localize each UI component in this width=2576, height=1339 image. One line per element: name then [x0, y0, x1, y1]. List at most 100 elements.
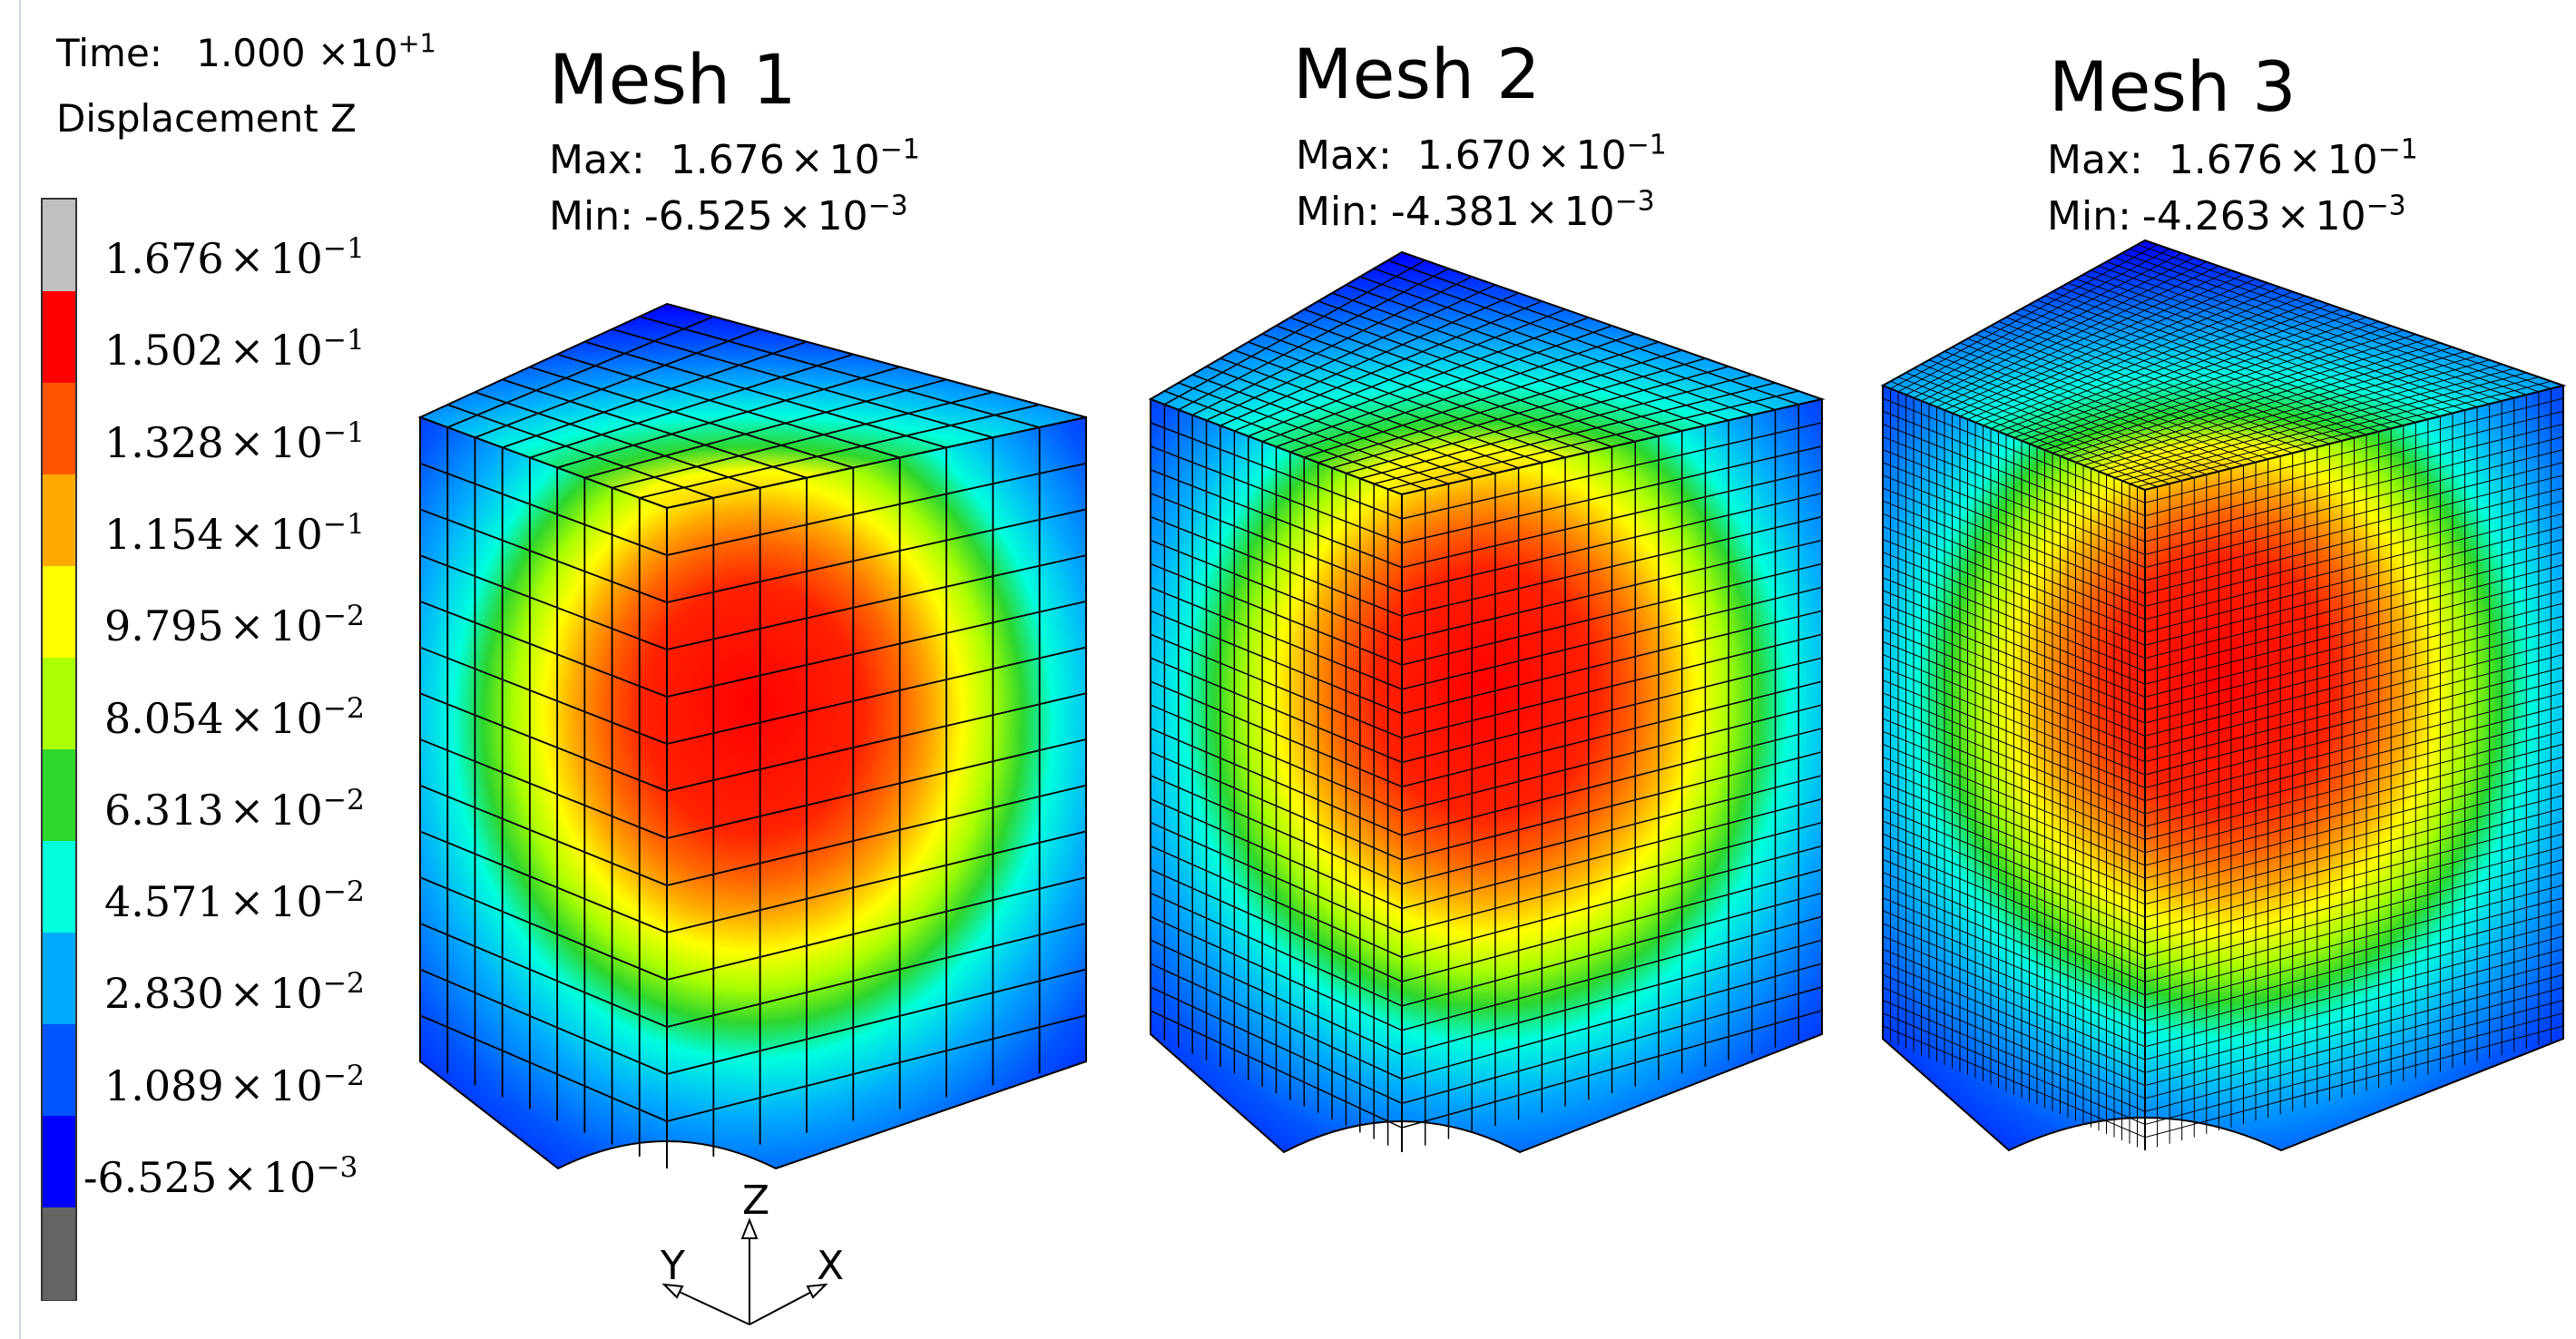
legend-base: 10: [269, 1060, 323, 1110]
legend-color-bar: [41, 198, 77, 1301]
legend-exponent: −2: [322, 783, 365, 816]
mesh-max-value: Max: 1.676 × 10−1: [2047, 136, 2418, 181]
legend-exponent: −1: [322, 507, 365, 541]
legend-swatch: [43, 566, 75, 659]
min-exponent: −3: [2365, 190, 2406, 222]
legend-mantissa: 1.502: [104, 326, 224, 376]
max-mantissa: 1.670: [1416, 132, 1532, 179]
min-exponent: −3: [867, 190, 908, 222]
legend-value: 1.328 × 10−1: [104, 418, 365, 464]
legend-swatch: [43, 841, 75, 933]
legend-exponent: −1: [322, 324, 365, 357]
legend-swatch: [43, 1207, 75, 1300]
mesh-front-faces: [419, 415, 1087, 1170]
legend-swatch: [43, 1024, 75, 1117]
z-axis-label: Z: [742, 1178, 769, 1224]
mesh-title: Mesh 1: [549, 39, 797, 120]
mesh-title: Mesh 2: [1293, 34, 1541, 114]
times-symbol: ×: [1524, 189, 1559, 235]
legend-exponent: −2: [322, 1059, 365, 1092]
max-label: Max:: [549, 137, 645, 183]
legend-mantissa: 4.571: [104, 877, 224, 927]
legend-mantissa: 6.313: [104, 785, 224, 835]
legend-base: 10: [269, 509, 323, 559]
legend-base: 10: [269, 877, 323, 927]
min-base: 10: [817, 193, 868, 239]
legend-value: 4.571 × 10−2: [104, 877, 365, 923]
variable-label: Displacement Z: [56, 96, 357, 141]
legend-exponent: −2: [322, 599, 365, 632]
min-mantissa: -4.381: [1390, 189, 1520, 235]
axis-triad: Z Y X: [660, 1178, 844, 1325]
times-symbol: ×: [229, 509, 265, 559]
z-axis-arrow: [740, 1217, 759, 1239]
legend-swatch: [43, 474, 75, 567]
times-symbol: ×: [778, 193, 812, 239]
mesh-model: [1880, 239, 2567, 1152]
x-axis-arrow: [806, 1283, 828, 1299]
legend-mantissa: 8.054: [104, 693, 224, 743]
legend-exponent: −3: [316, 1150, 358, 1184]
times-symbol: ×: [317, 31, 350, 75]
max-mantissa: 1.676: [670, 137, 785, 183]
mesh-min-value: Min: -6.525 × 10−3: [549, 192, 908, 237]
legend-base: 10: [269, 785, 323, 835]
mesh-min-value: Min: -4.381 × 10−3: [1296, 188, 1655, 235]
legend-base: 10: [269, 326, 323, 376]
legend-value: -6.525 × 10−3: [83, 1153, 358, 1198]
max-base: 10: [2326, 137, 2378, 183]
min-exponent: −3: [1614, 185, 1655, 218]
times-symbol: ×: [229, 693, 265, 743]
min-label: Min:: [1296, 189, 1380, 235]
min-mantissa: -4.263: [2141, 193, 2271, 239]
legend-base: 10: [269, 234, 323, 283]
times-symbol: ×: [229, 785, 265, 835]
time-label: Time:: [56, 31, 162, 75]
times-symbol: ×: [789, 137, 824, 183]
legend-value: 1.676 × 10−1: [104, 234, 365, 279]
y-axis-arrow: [661, 1283, 684, 1299]
legend-base: 10: [269, 417, 323, 467]
time-mantissa: 1.000: [196, 31, 306, 75]
mesh-grid: [419, 427, 1087, 1168]
min-label: Min:: [549, 193, 633, 239]
max-label: Max:: [2047, 137, 2143, 183]
times-symbol: ×: [229, 234, 265, 283]
legend-swatch: [43, 749, 75, 842]
legend-value: 1.154 × 10−1: [104, 510, 365, 555]
legend-value: 8.054 × 10−2: [104, 694, 365, 739]
min-mantissa: -6.525: [643, 193, 773, 239]
times-symbol: ×: [229, 417, 265, 467]
times-symbol: ×: [229, 601, 265, 651]
legend-mantissa: -6.525: [83, 1153, 218, 1202]
max-exponent: −1: [1626, 129, 1667, 161]
times-symbol: ×: [2276, 193, 2310, 239]
time-base: 10: [349, 31, 398, 75]
legend-swatch: [43, 1116, 75, 1208]
legend-exponent: −1: [322, 415, 365, 449]
times-symbol: ×: [222, 1153, 258, 1202]
min-label: Min:: [2047, 193, 2131, 239]
mesh-top-grid: [1890, 244, 2552, 488]
legend-base: 10: [269, 601, 323, 651]
legend-exponent: −1: [322, 231, 365, 265]
min-base: 10: [1563, 189, 1615, 235]
legend-base: 10: [269, 693, 323, 743]
legend-exponent: −2: [322, 967, 365, 1001]
times-symbol: ×: [229, 326, 265, 376]
max-mantissa: 1.676: [2168, 137, 2283, 183]
time-readout: Time: 1.000 ×10+1: [56, 30, 436, 75]
mesh-top-grid: [1164, 259, 1799, 490]
legend-mantissa: 9.795: [104, 601, 224, 651]
window-edge-rule: [19, 0, 21, 1339]
mesh-max-value: Max: 1.676 × 10−1: [549, 136, 920, 181]
legend-base: 10: [269, 969, 323, 1019]
x-axis-line: [749, 1287, 819, 1325]
max-label: Max:: [1296, 132, 1392, 179]
times-symbol: ×: [229, 969, 265, 1019]
x-axis-label: X: [817, 1243, 844, 1289]
mesh-grid: [1150, 404, 1823, 1152]
mesh-min-value: Min: -4.263 × 10−3: [2047, 192, 2406, 237]
min-base: 10: [2315, 193, 2366, 239]
